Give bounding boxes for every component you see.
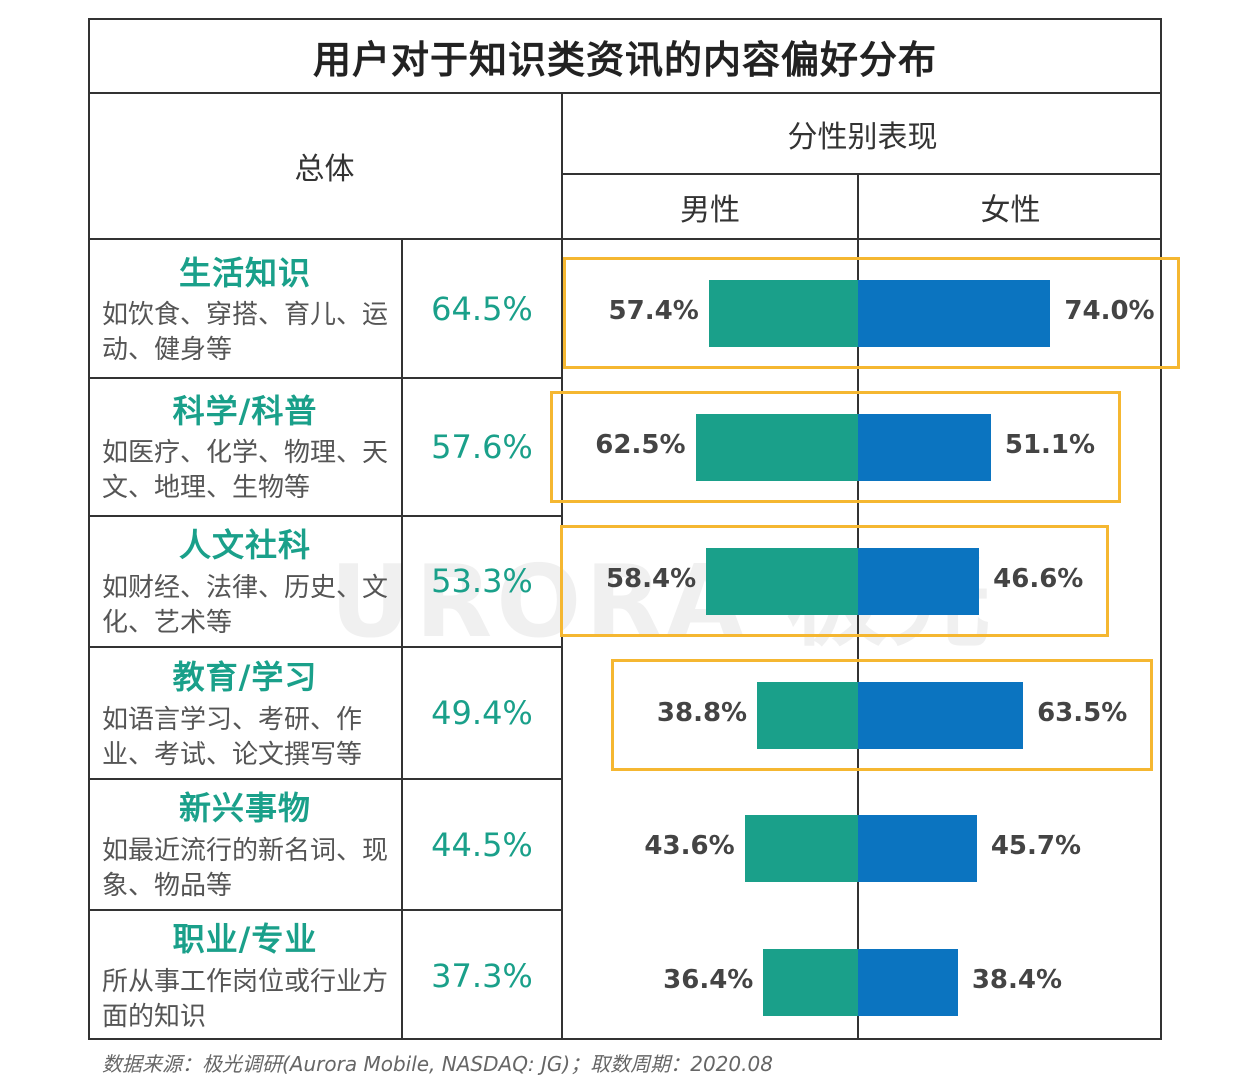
source-note: 数据来源：极光调研(Aurora Mobile, NASDAQ: JG)；取数周… bbox=[102, 1052, 773, 1076]
male-bar bbox=[695, 413, 858, 481]
highlight-box bbox=[611, 659, 1154, 771]
overall-value: 64.5% bbox=[431, 290, 533, 328]
category-desc: 如财经、法律、历史、文化、艺术等 bbox=[102, 573, 389, 638]
male-value-label: 57.4% bbox=[608, 296, 699, 326]
male-bar bbox=[708, 279, 858, 347]
divider-title bbox=[88, 92, 1162, 94]
header-by-gender: 分性别表现 bbox=[787, 119, 938, 155]
female-bar bbox=[858, 948, 958, 1016]
divider-row-1 bbox=[88, 377, 562, 379]
male-bar bbox=[763, 948, 858, 1016]
header-female: 女性 bbox=[980, 192, 1041, 228]
category-title: 人文社科 bbox=[178, 526, 311, 564]
chart-title: 用户对于知识类资讯的内容偏好分布 bbox=[312, 37, 937, 82]
female-value-label: 63.5% bbox=[1037, 698, 1128, 728]
category-desc: 如语言学习、考研、作业、考试、论文撰写等 bbox=[102, 705, 363, 770]
divider-row-3 bbox=[88, 646, 562, 648]
category-title: 生活知识 bbox=[178, 254, 311, 292]
category-title: 教育/学习 bbox=[172, 658, 318, 696]
female-value-label: 51.1% bbox=[1004, 430, 1096, 460]
divider-row-2 bbox=[88, 515, 562, 517]
male-value-label: 38.8% bbox=[656, 698, 748, 728]
category-title: 新兴事物 bbox=[178, 789, 311, 827]
female-value-label: 74.0% bbox=[1064, 296, 1155, 326]
overall-value: 37.3% bbox=[431, 957, 533, 995]
female-value-label: 38.4% bbox=[971, 965, 1063, 995]
male-bar bbox=[744, 814, 858, 882]
male-value-label: 36.4% bbox=[663, 965, 754, 995]
female-bar bbox=[858, 279, 1051, 347]
category-title: 科学/科普 bbox=[172, 392, 318, 430]
overall-value: 53.3% bbox=[431, 562, 533, 600]
category-desc: 如医疗、化学、物理、天文、地理、生物等 bbox=[102, 438, 389, 503]
category-desc: 所从事工作岗位或行业方面的知识 bbox=[102, 967, 389, 1032]
male-bar bbox=[757, 681, 858, 749]
overall-value: 57.6% bbox=[431, 428, 533, 466]
female-value-label: 45.7% bbox=[990, 831, 1082, 861]
female-bar bbox=[858, 814, 977, 882]
overall-value: 44.5% bbox=[431, 826, 533, 864]
highlight-box bbox=[560, 525, 1110, 637]
female-bar bbox=[858, 547, 980, 615]
male-value-label: 43.6% bbox=[644, 831, 735, 861]
divider-header-bottom bbox=[88, 238, 1162, 240]
male-value-label: 58.4% bbox=[605, 564, 697, 594]
divider-gender-top bbox=[562, 173, 1162, 175]
overall-value: 49.4% bbox=[431, 694, 533, 732]
male-value-label: 62.5% bbox=[595, 430, 686, 460]
divider-cat-value bbox=[401, 239, 403, 1040]
header-overall: 总体 bbox=[294, 152, 355, 187]
header-male: 男性 bbox=[680, 192, 740, 228]
divider-row-5 bbox=[88, 909, 562, 911]
highlight-box bbox=[562, 257, 1181, 369]
female-bar bbox=[858, 681, 1024, 749]
divider-row-4 bbox=[88, 778, 562, 780]
category-title: 职业/专业 bbox=[172, 920, 318, 958]
female-bar bbox=[858, 413, 991, 481]
highlight-box bbox=[549, 391, 1121, 503]
category-desc: 如饮食、穿搭、育儿、运动、健身等 bbox=[102, 300, 389, 365]
male-bar bbox=[706, 547, 858, 615]
table-frame bbox=[88, 18, 1162, 1040]
female-value-label: 46.6% bbox=[993, 564, 1084, 594]
category-desc: 如最近流行的新名词、现象、物品等 bbox=[102, 836, 389, 901]
